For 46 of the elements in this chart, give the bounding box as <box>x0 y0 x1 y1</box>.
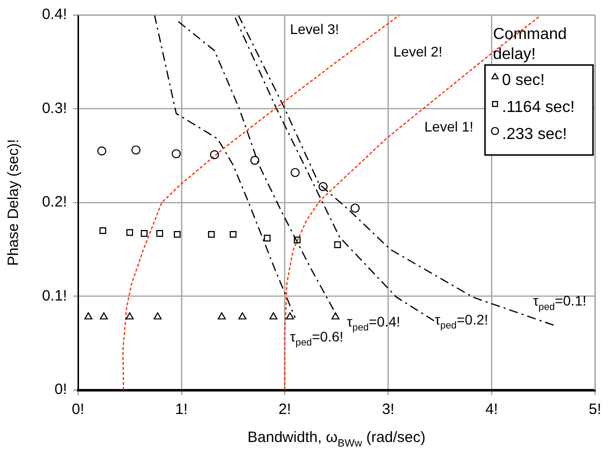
annotation: Level 2! <box>393 43 442 60</box>
point <box>154 312 162 320</box>
y-tick-label: 0.3! <box>42 100 67 117</box>
legend-label: .233 sec! <box>502 126 567 143</box>
point <box>286 312 294 320</box>
point <box>230 230 236 238</box>
point <box>238 312 246 320</box>
legend-title: Command delay! <box>493 26 567 63</box>
point <box>210 150 220 160</box>
y-tick-label: 0.2! <box>42 194 67 211</box>
point <box>331 312 340 320</box>
point <box>84 312 92 320</box>
y-axis-title: Phase Delay (sec)! <box>5 139 22 266</box>
point <box>290 168 300 178</box>
y-tick-label: 0.4! <box>42 6 67 24</box>
annotation: Level 1! <box>424 118 474 134</box>
point <box>350 204 360 213</box>
legend-label: .1164 sec! <box>502 99 575 116</box>
point <box>318 182 328 192</box>
point <box>174 230 181 238</box>
point <box>294 236 301 244</box>
y-tick-label: 0! <box>54 381 67 398</box>
point <box>156 230 164 237</box>
legend-label: 0 sec! <box>502 72 545 89</box>
point <box>131 145 140 155</box>
point <box>208 230 215 238</box>
point <box>140 230 148 237</box>
point <box>250 156 260 165</box>
x-tick-label: 3! <box>382 401 394 418</box>
point <box>269 312 278 320</box>
point <box>218 312 226 320</box>
point <box>97 146 106 156</box>
x-tick-label: 5! <box>588 401 602 418</box>
x-tick-label: 2! <box>278 401 292 418</box>
x-tick-label: 1! <box>175 401 188 418</box>
point <box>99 227 106 234</box>
point <box>264 234 271 242</box>
point <box>126 312 134 320</box>
point <box>172 149 181 158</box>
annotation: Level 3! <box>290 20 340 37</box>
x-tick-label: 0! <box>72 401 84 418</box>
point <box>100 312 108 320</box>
point <box>334 241 341 248</box>
point <box>126 229 134 236</box>
y-tick-label: 0.1! <box>42 287 67 304</box>
x-tick-label: 4! <box>485 401 498 418</box>
